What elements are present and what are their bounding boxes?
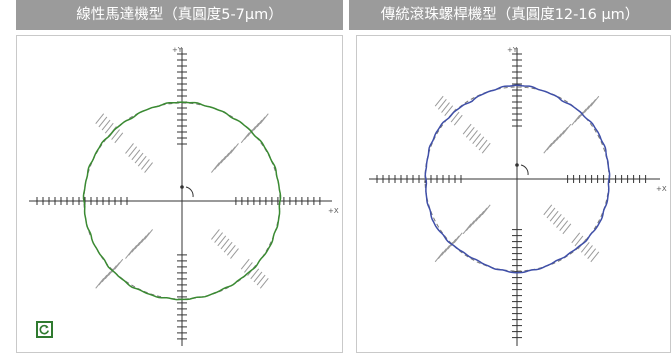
x-axis-ticks (36, 197, 321, 205)
roundness-plot: +Y +X (16, 35, 343, 353)
hatch-group (211, 143, 239, 173)
hatch-group (571, 232, 600, 263)
measured-trace (424, 84, 611, 274)
hatch-group (462, 204, 491, 235)
roundness-chart: +Y +X (369, 46, 667, 346)
hatch-group (211, 229, 239, 259)
y-axis-label: +Y (172, 46, 183, 54)
hatch-group (95, 258, 124, 289)
hatch-group (125, 229, 153, 259)
y-axis-ticks (177, 53, 187, 340)
x-axis-ticks (376, 175, 647, 183)
hatch-group (571, 95, 600, 126)
ball-screw-panel: 傳統滾珠螺桿機型（真圓度12-16 μm） +Y +X (349, 0, 671, 353)
hatch-group (434, 95, 463, 126)
x-axis-label: +X (656, 185, 667, 193)
origin-dot (515, 163, 519, 167)
y-axis-ticks (512, 53, 522, 339)
x-axis-label: +X (328, 207, 339, 215)
measured-trace (82, 101, 282, 301)
roundness-plot: +Y +X (356, 35, 671, 353)
roundness-chart: +Y +X (29, 46, 339, 346)
linear-motor-panel: 線性馬達機型（真圓度5-7μm） +Y +X (16, 0, 343, 353)
y-axis-label: +Y (507, 46, 518, 54)
rotation-arc (520, 164, 529, 176)
hatch-group (434, 232, 463, 263)
hatch-group (240, 258, 269, 289)
origin-dot (180, 185, 184, 189)
rotation-arc (185, 186, 194, 198)
panel-title: 傳統滾珠螺桿機型（真圓度12-16 μm） (349, 0, 671, 30)
hatch-group (543, 204, 572, 235)
hatch-group (95, 113, 124, 144)
hatch-group (240, 113, 269, 144)
hatch-group (462, 123, 491, 154)
rotate-icon[interactable] (36, 321, 53, 338)
panel-title: 線性馬達機型（真圓度5-7μm） (16, 0, 343, 30)
hatch-group (125, 143, 153, 173)
hatch-group (543, 123, 572, 154)
